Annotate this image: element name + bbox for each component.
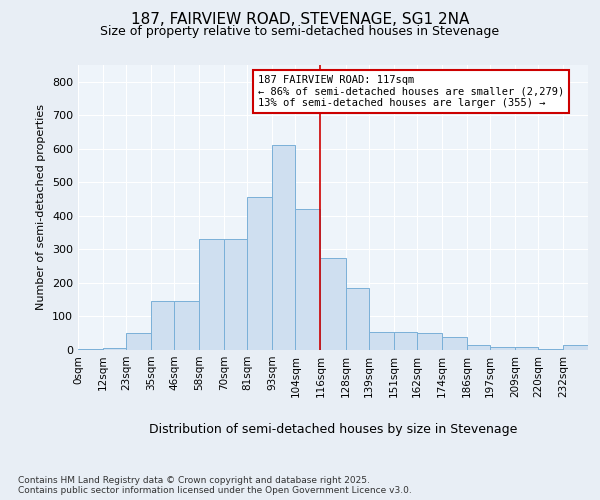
Bar [563,345,588,350]
Bar [247,198,272,350]
Bar [416,333,442,350]
Bar [320,258,346,350]
Bar [538,349,563,350]
Bar [467,345,490,350]
Text: 187 FAIRVIEW ROAD: 117sqm
← 86% of semi-detached houses are smaller (2,279)
13% : 187 FAIRVIEW ROAD: 117sqm ← 86% of semi-… [258,75,564,108]
Bar [394,332,416,350]
Bar [346,288,368,350]
Bar [126,333,151,350]
Text: Distribution of semi-detached houses by size in Stevenage: Distribution of semi-detached houses by … [149,422,517,436]
Bar [368,332,394,350]
Bar [272,146,295,350]
Bar [174,302,199,350]
Bar [295,209,320,350]
Bar [199,240,224,350]
Y-axis label: Number of semi-detached properties: Number of semi-detached properties [37,104,46,310]
Bar [515,348,538,350]
Text: Size of property relative to semi-detached houses in Stevenage: Size of property relative to semi-detach… [100,25,500,38]
Text: Contains HM Land Registry data © Crown copyright and database right 2025.
Contai: Contains HM Land Registry data © Crown c… [18,476,412,495]
Bar [490,348,515,350]
Bar [103,348,126,350]
Bar [224,240,247,350]
Text: 187, FAIRVIEW ROAD, STEVENAGE, SG1 2NA: 187, FAIRVIEW ROAD, STEVENAGE, SG1 2NA [131,12,469,28]
Bar [442,336,467,350]
Bar [151,302,174,350]
